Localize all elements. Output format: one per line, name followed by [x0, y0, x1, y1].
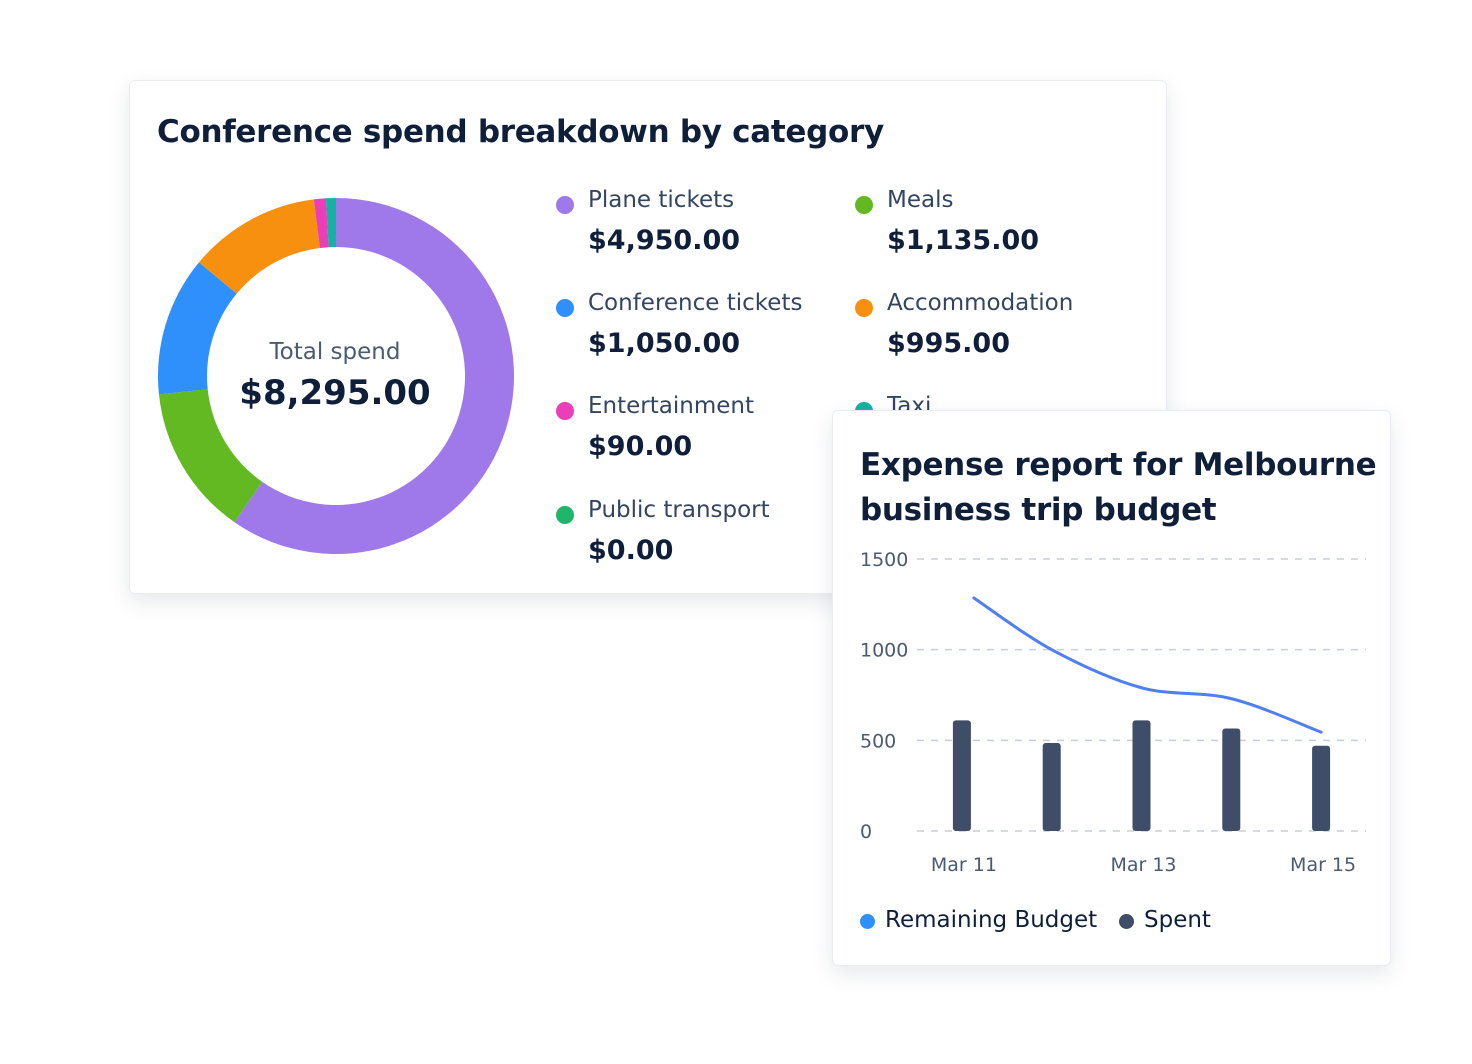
legend-amount: $4,950.00 [588, 225, 741, 256]
entertainment-dot [556, 402, 574, 420]
legend-amount: $1,135.00 [887, 225, 1040, 256]
meals-dot [855, 196, 873, 214]
x-tick-label: Mar 15 [1290, 854, 1356, 876]
donut-chart [158, 198, 514, 554]
donut-slice-plane-tickets [234, 198, 514, 554]
spend-breakdown-card: Conference spend breakdown by category T… [129, 80, 1167, 594]
breakdown-title: Conference spend breakdown by category [157, 114, 884, 150]
total-spend-value: $8,295.00 [239, 373, 431, 413]
accommodation-dot [855, 299, 873, 317]
spent-bar [1312, 745, 1331, 831]
legend-name: Plane tickets [588, 187, 735, 213]
legend-name: Conference tickets [588, 290, 803, 316]
plane-tickets-dot [556, 196, 574, 214]
donut-slice-entertainment [313, 198, 329, 249]
spent-bar [1132, 720, 1151, 831]
legend-amount: $90.00 [588, 431, 693, 462]
donut-slice-meals [158, 389, 263, 523]
donut-slice-taxi [325, 198, 336, 248]
y-tick-label: 0 [860, 821, 872, 843]
legend-name: Remaining Budget [885, 907, 1098, 933]
y-tick-label: 1500 [860, 549, 908, 571]
expense-report-title: Expense report for Melbourne business tr… [860, 447, 1377, 528]
legend-amount: $995.00 [887, 328, 1010, 359]
legend-name: Accommodation [887, 290, 1074, 316]
y-tick-label: 1000 [860, 640, 908, 662]
remaining-budget-line [972, 596, 1323, 734]
conference-tickets-dot [556, 299, 574, 317]
spent-bar [952, 720, 971, 831]
y-tick-label: 500 [860, 730, 896, 752]
legend-name: Spent [1144, 907, 1211, 933]
legend-name: Entertainment [588, 393, 754, 419]
legend-name: Meals [887, 187, 954, 213]
x-tick-label: Mar 11 [931, 854, 997, 876]
spent-dot [1119, 914, 1134, 929]
legend-amount: $1,050.00 [588, 328, 741, 359]
legend-name: Public transport [588, 497, 770, 523]
spent-bar [1042, 743, 1061, 831]
spent-bar [1222, 728, 1241, 831]
donut-slice-conference-tickets [158, 262, 237, 395]
budget-chart: 0 500 1000 1500 Mar 11 Mar 13 Mar 15 [860, 549, 1366, 876]
remaining-budget-dot [860, 914, 875, 929]
x-tick-label: Mar 13 [1110, 854, 1176, 876]
legend-amount: $0.00 [588, 535, 674, 566]
public-transport-dot [556, 506, 574, 524]
expense-report-card: Expense report for Melbourne business tr… [832, 410, 1391, 966]
total-spend-label: Total spend [269, 339, 401, 365]
donut-slice-accommodation [198, 199, 320, 294]
